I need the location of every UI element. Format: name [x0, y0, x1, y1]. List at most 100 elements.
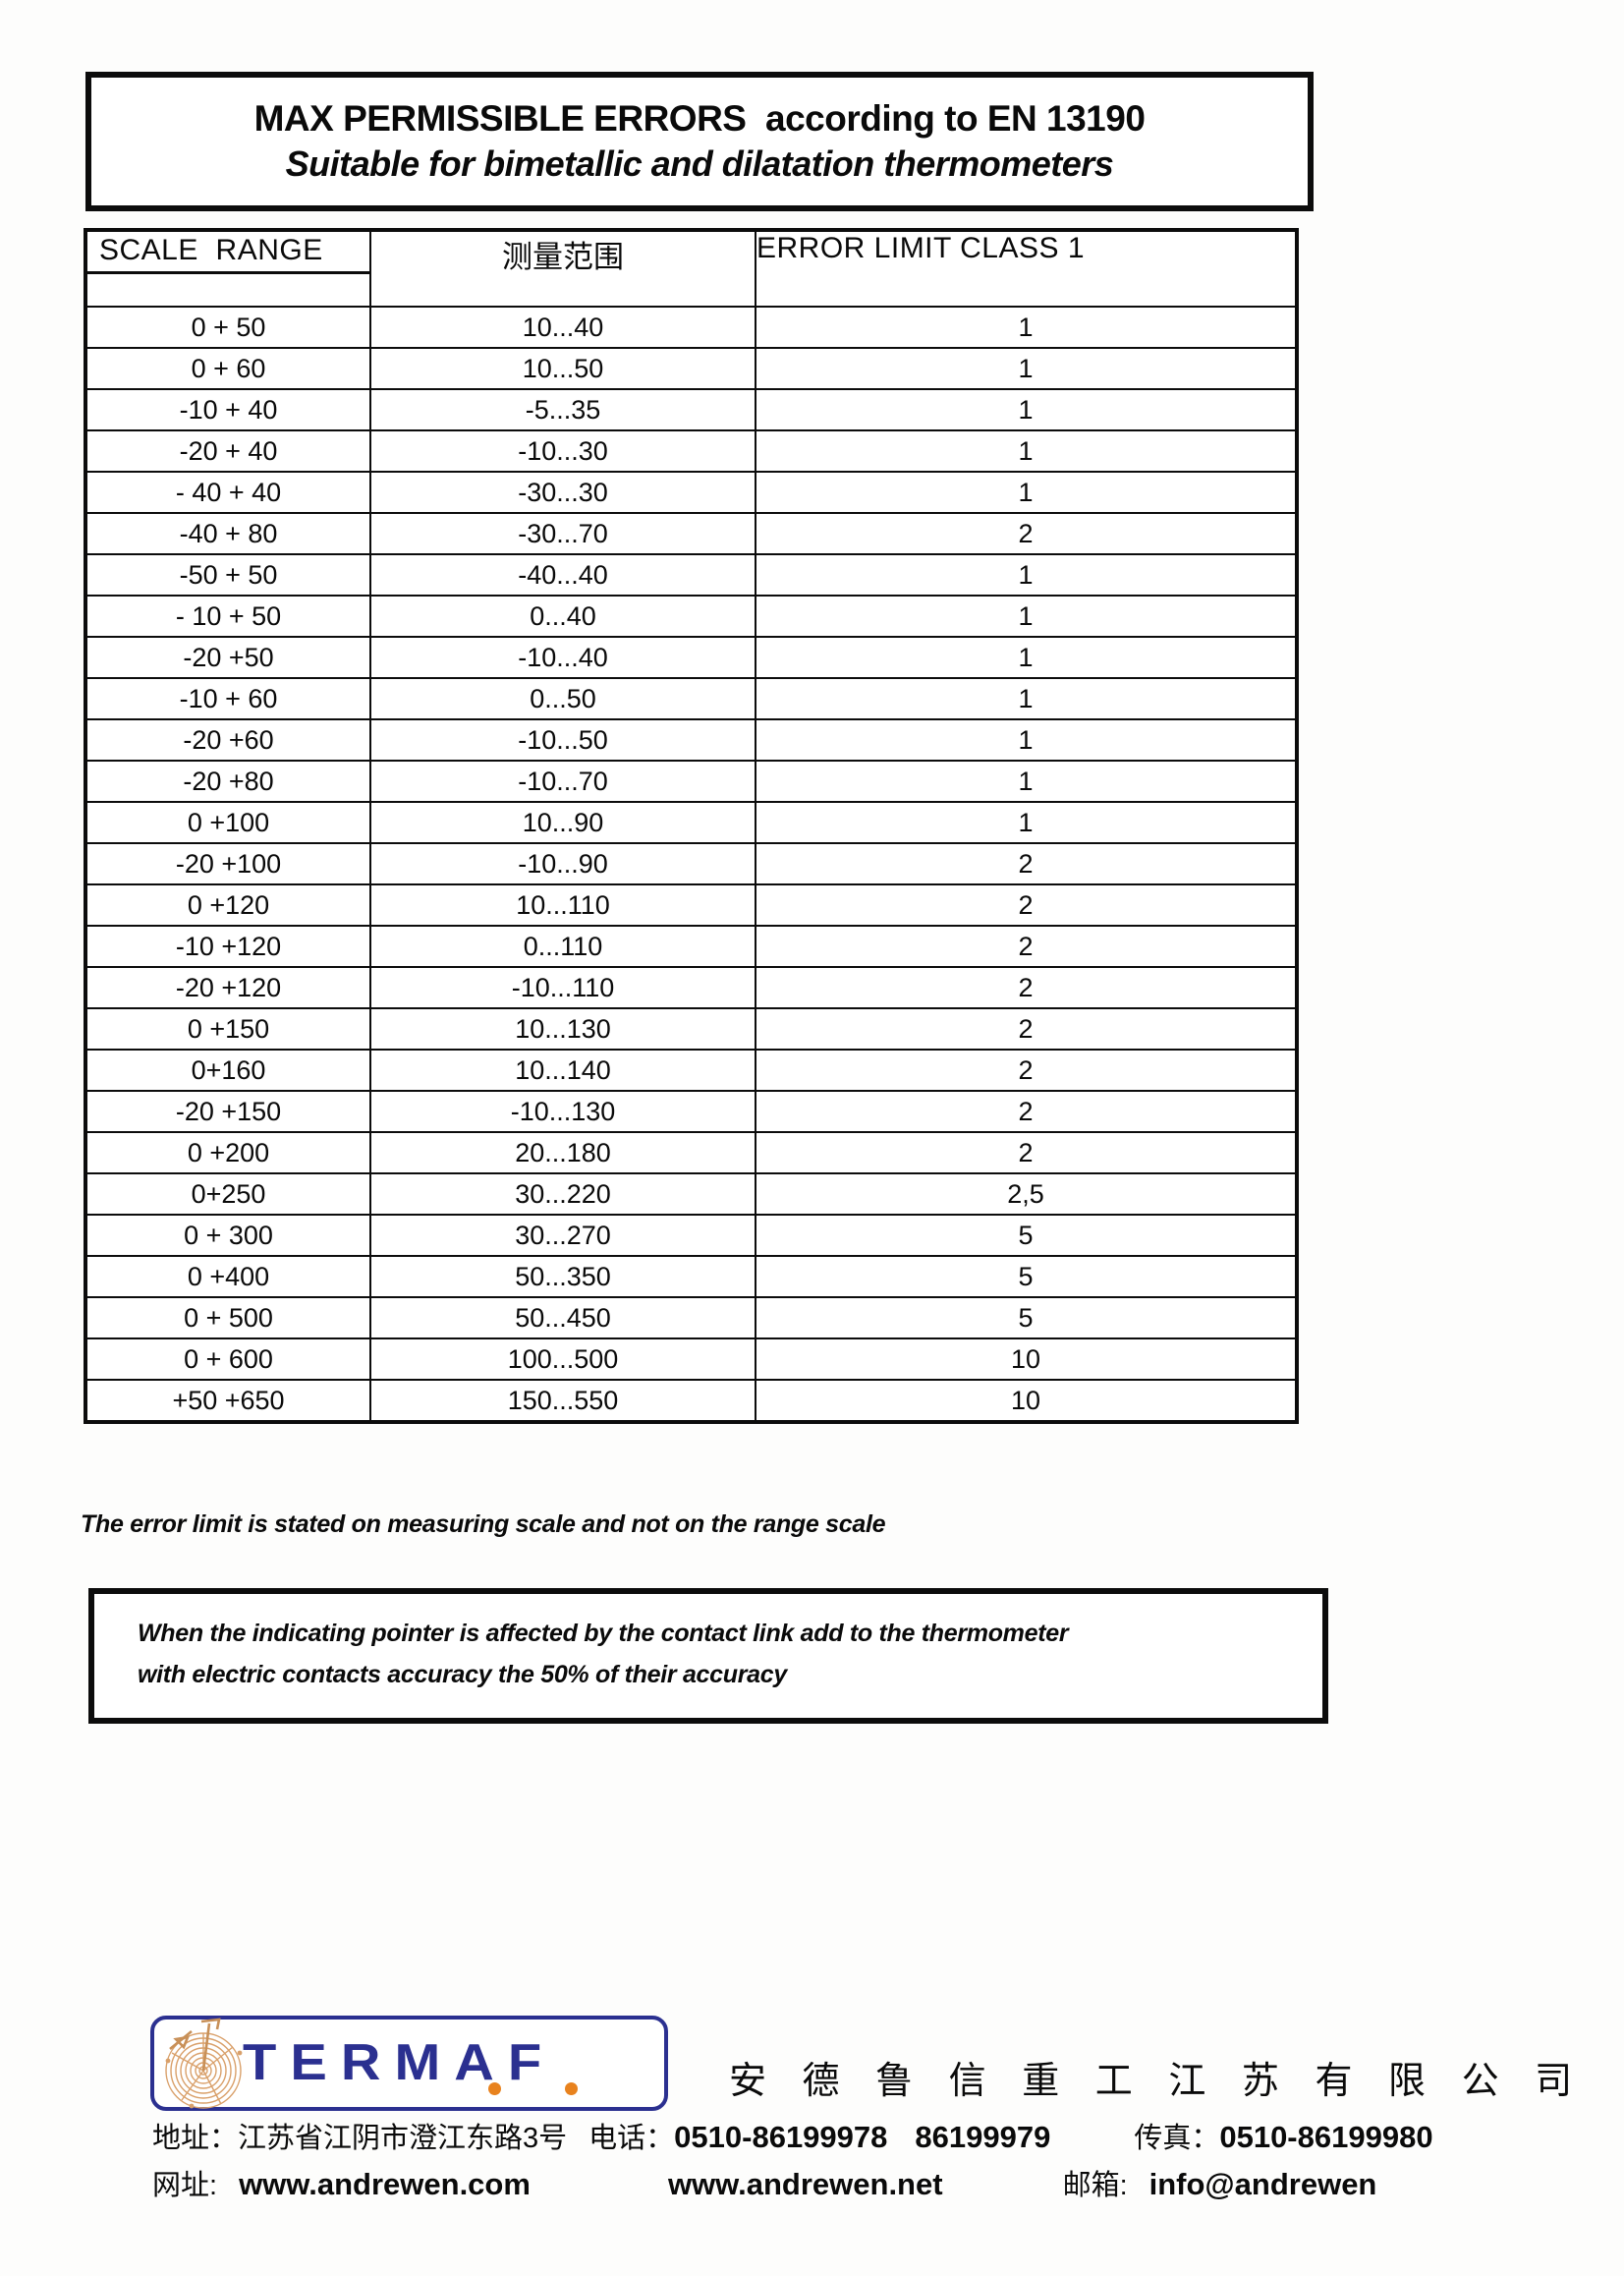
- website-com: www.andrewen.com: [239, 2167, 531, 2201]
- table-cell: 1: [755, 306, 1298, 349]
- phone-label: 电话：: [588, 2123, 675, 2154]
- termaf-logo: TERMAF: [150, 2016, 668, 2111]
- phone-number-2: 86199979: [915, 2120, 1051, 2154]
- table-row: -20 +50 -10...40 1: [84, 636, 1298, 679]
- table-cell: 2: [755, 1007, 1298, 1051]
- address-label: 地址：: [152, 2123, 239, 2154]
- table-cell: 30...220: [369, 1172, 756, 1216]
- table-cell: 2: [755, 1090, 1298, 1133]
- note-box: When the indicating pointer is affected …: [88, 1588, 1328, 1724]
- table-cell: 0 + 50: [84, 306, 371, 349]
- table-row: 0 + 300 30...270 5: [84, 1214, 1298, 1257]
- table-row: -20 +120 -10...110 2: [84, 966, 1298, 1009]
- table-row: -20 +150 -10...130 2: [84, 1090, 1298, 1133]
- table-cell: 5: [755, 1296, 1298, 1339]
- table-cell: 0 +100: [84, 801, 371, 844]
- table-cell: 0 +120: [84, 883, 371, 927]
- table-cell: 30...270: [369, 1214, 756, 1257]
- table-row: - 40 + 40 -30...30 1: [84, 471, 1298, 514]
- table-row: - 10 + 50 0...40 1: [84, 595, 1298, 638]
- table-row: 0 + 600 100...500 10: [84, 1337, 1298, 1381]
- table-cell: -20 +150: [84, 1090, 371, 1133]
- table-cell: -10 + 60: [84, 677, 371, 720]
- table-cell: -20 +80: [84, 760, 371, 803]
- table-row: -20 +80 -10...70 1: [84, 760, 1298, 803]
- table-row: +50 +650 150...550 10: [84, 1379, 1298, 1423]
- table-cell: 0 + 500: [84, 1296, 371, 1339]
- table-cell: 150...550: [369, 1379, 756, 1423]
- table-cell: -20 +100: [84, 842, 371, 885]
- table-body: 0 + 50 10...40 1 0 + 60 10...50 1 -10 + 40 -5..…: [84, 306, 1298, 1423]
- table-cell: 1: [755, 760, 1298, 803]
- title-box: MAX PERMISSIBLE ERRORS according to EN 1…: [85, 72, 1314, 211]
- table-row: 0 +200 20...180 2: [84, 1131, 1298, 1174]
- table-cell: 0 + 60: [84, 347, 371, 390]
- table-cell: -10...40: [369, 636, 756, 679]
- table-cell: -20 +50: [84, 636, 371, 679]
- table-cell: -20 +120: [84, 966, 371, 1009]
- note-box-line2: with electric contacts accuracy the 50% …: [138, 1661, 787, 1688]
- table-cell: 5: [755, 1255, 1298, 1298]
- table-cell: 10...40: [369, 306, 756, 349]
- table-cell: -10...70: [369, 760, 756, 803]
- table-cell: 2: [755, 1131, 1298, 1174]
- logo-wordmark: TERMAF: [243, 2034, 556, 2091]
- phone-number-1: 0510-86199978: [674, 2120, 888, 2154]
- table-row: 0 +400 50...350 5: [84, 1255, 1298, 1298]
- table-cell: 2: [755, 925, 1298, 968]
- table-cell: 0...50: [369, 677, 756, 720]
- table-cell: -50 + 50: [84, 553, 371, 597]
- document-subtitle: Suitable for bimetallic and dilatation t…: [285, 143, 1114, 184]
- fax-number: 0510-86199980: [1219, 2120, 1433, 2154]
- table-cell: 1: [755, 718, 1298, 762]
- footer-contact-line: 地址：江苏省江阴市澄江东路3号 电话：0510-86199978 86199979 传…: [152, 2115, 1433, 2156]
- table-cell: 50...450: [369, 1296, 756, 1339]
- table-cell: 0...40: [369, 595, 756, 638]
- table-cell: 1: [755, 347, 1298, 390]
- table-cell: -5...35: [369, 388, 756, 431]
- table-cell: 2: [755, 842, 1298, 885]
- header-error-limit: ERROR LIMIT CLASS 1: [755, 229, 1298, 308]
- email-value: info@andrewen: [1148, 2167, 1377, 2201]
- logo-orange-dot-1: [488, 2082, 501, 2095]
- table-cell: 1: [755, 801, 1298, 844]
- chart-recorder-icon: [165, 2018, 243, 2109]
- table-cell: -30...30: [369, 471, 756, 514]
- table-row: -50 + 50 -40...40 1: [84, 553, 1298, 597]
- table-cell: 50...350: [369, 1255, 756, 1298]
- table-cell: 0 + 600: [84, 1337, 371, 1381]
- note-error-limit: The error limit is stated on measuring s…: [81, 1510, 886, 1538]
- table-cell: 10...140: [369, 1049, 756, 1092]
- table-cell: 5: [755, 1214, 1298, 1257]
- table-cell: 0 +150: [84, 1007, 371, 1051]
- table-row: 0 +100 10...90 1: [84, 801, 1298, 844]
- table-cell: -20 + 40: [84, 429, 371, 473]
- table-cell: 1: [755, 471, 1298, 514]
- table-row: -20 + 40 -10...30 1: [84, 429, 1298, 473]
- table-cell: - 10 + 50: [84, 595, 371, 638]
- company-name: 安 德 鲁 信 重 工 江 苏 有 限 公 司: [729, 2061, 1586, 2102]
- table-cell: 1: [755, 553, 1298, 597]
- table-row: -10 + 60 0...50 1: [84, 677, 1298, 720]
- web-label: 网址:: [152, 2170, 218, 2201]
- table-cell: -10...50: [369, 718, 756, 762]
- table-cell: -30...70: [369, 512, 756, 555]
- table-cell: +50 +650: [84, 1379, 371, 1423]
- table-cell: -10...130: [369, 1090, 756, 1133]
- table-cell: 2,5: [755, 1172, 1298, 1216]
- table-row: 0 + 500 50...450 5: [84, 1296, 1298, 1339]
- table-cell: -10 +120: [84, 925, 371, 968]
- table-cell: 1: [755, 636, 1298, 679]
- table-cell: 0+250: [84, 1172, 371, 1216]
- table-cell: 2: [755, 512, 1298, 555]
- table-cell: -10...30: [369, 429, 756, 473]
- table-cell: 0+160: [84, 1049, 371, 1092]
- table-cell: 1: [755, 429, 1298, 473]
- table-row: 0 +120 10...110 2: [84, 883, 1298, 927]
- website-net: www.andrewen.net: [667, 2167, 943, 2201]
- table-cell: 10: [755, 1337, 1298, 1381]
- table-cell: 1: [755, 388, 1298, 431]
- header-measuring-range: 测量范围: [369, 229, 756, 308]
- table-row: 0 + 60 10...50 1: [84, 347, 1298, 390]
